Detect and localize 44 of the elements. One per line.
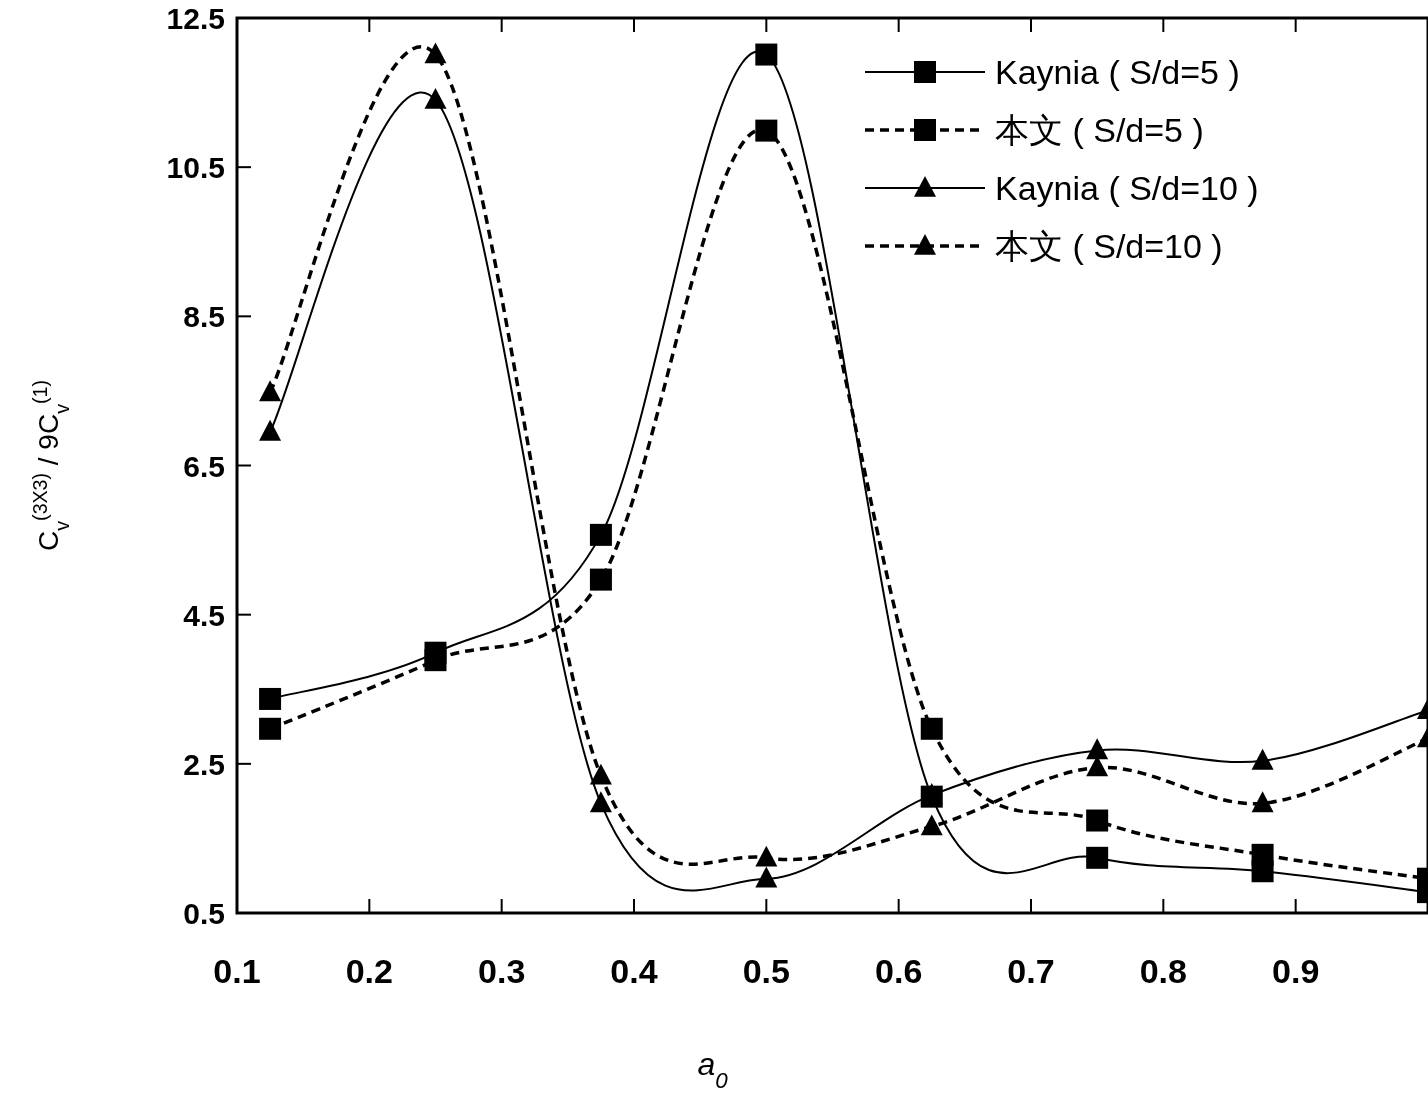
point bbox=[1086, 809, 1109, 832]
y-tick-label: 2.5 bbox=[183, 747, 225, 781]
point bbox=[424, 87, 447, 109]
point bbox=[259, 687, 282, 710]
y-tick-label: 0.5 bbox=[183, 897, 225, 930]
x-axis-title: a$_{0}$ bbox=[697, 1046, 729, 1093]
point bbox=[755, 119, 778, 142]
legend-label: Kaynia ( S/d=5 ) bbox=[995, 53, 1240, 91]
point bbox=[424, 649, 447, 672]
point bbox=[259, 419, 282, 441]
point bbox=[920, 717, 943, 740]
y-tick-label: 4.5 bbox=[183, 598, 225, 632]
point bbox=[589, 791, 612, 813]
point bbox=[589, 568, 612, 591]
point bbox=[1086, 846, 1109, 869]
legend-label: 本文 ( S/d=10 ) bbox=[995, 227, 1223, 265]
x-tick-label: 0.1 bbox=[213, 952, 261, 990]
y-tick-label: 8.5 bbox=[183, 300, 225, 334]
point bbox=[920, 814, 943, 836]
point bbox=[1251, 843, 1274, 866]
y-tick-label: 6.5 bbox=[183, 449, 225, 483]
x-tick-label: 0.3 bbox=[478, 952, 526, 990]
point bbox=[259, 717, 282, 740]
y-tick-label: 10.5 bbox=[166, 151, 225, 185]
x-tick-label: 0.5 bbox=[742, 952, 790, 990]
x-tick-label: 0.7 bbox=[1007, 952, 1055, 990]
point bbox=[1251, 791, 1274, 813]
legend-label: Kaynia ( S/d=10 ) bbox=[995, 169, 1259, 207]
point bbox=[589, 523, 612, 546]
point bbox=[755, 845, 778, 867]
point bbox=[589, 763, 612, 785]
x-tick-label: 0.4 bbox=[610, 952, 658, 990]
point bbox=[755, 866, 778, 888]
y-tick-label: 12.5 bbox=[166, 2, 225, 35]
x-tick-label: 0.2 bbox=[345, 952, 393, 990]
point bbox=[1251, 748, 1274, 770]
point bbox=[755, 43, 778, 66]
legend-label: 本文 ( S/d=5 ) bbox=[995, 111, 1204, 149]
point bbox=[259, 380, 282, 402]
x-tick-label: 0.8 bbox=[1139, 952, 1187, 990]
point bbox=[424, 42, 447, 64]
x-tick-label: 0.6 bbox=[875, 952, 923, 990]
point bbox=[1086, 738, 1109, 760]
x-tick-label: 0.9 bbox=[1272, 952, 1320, 990]
